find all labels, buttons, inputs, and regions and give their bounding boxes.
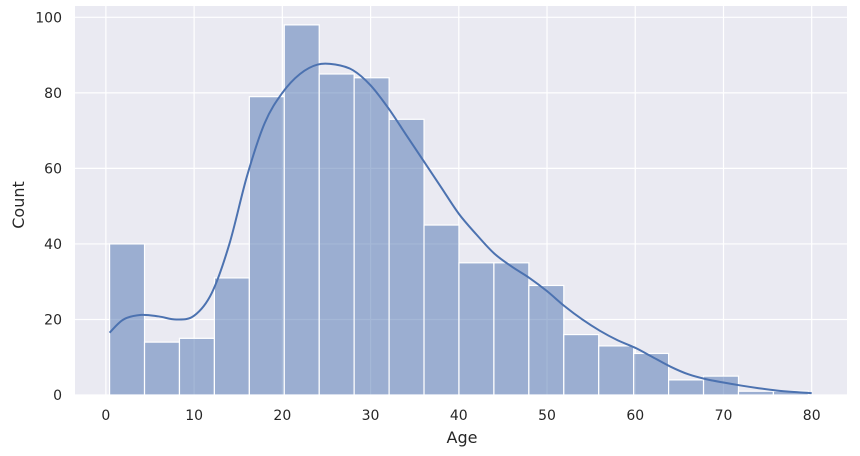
histogram-bars xyxy=(108,24,809,396)
histogram-bar xyxy=(108,243,146,396)
y-tick-label: 80 xyxy=(44,86,62,102)
histogram-bar xyxy=(528,284,565,396)
histogram-bar xyxy=(213,277,250,396)
histogram-bar xyxy=(178,337,216,396)
x-tick-label: 20 xyxy=(273,408,291,424)
x-tick-label: 60 xyxy=(626,408,644,424)
y-axis-tick-labels: 0 20 40 60 80 100 xyxy=(35,10,62,404)
x-axis-title: Age xyxy=(447,428,478,447)
histogram-bar xyxy=(563,333,600,396)
histogram-bar xyxy=(388,118,425,396)
x-axis-tick-labels: 0 10 20 30 40 50 60 70 80 xyxy=(101,408,820,424)
histogram-bar xyxy=(143,341,181,396)
y-tick-label: 100 xyxy=(35,10,62,26)
histogram-bar xyxy=(283,24,320,396)
x-tick-label: 0 xyxy=(101,408,110,424)
x-tick-label: 40 xyxy=(450,408,468,424)
y-axis-title: Count xyxy=(9,181,28,229)
histogram-bar xyxy=(668,379,705,396)
histogram-bar xyxy=(248,96,285,396)
kde-curve xyxy=(108,62,812,395)
x-tick-label: 10 xyxy=(185,408,203,424)
histogram-bar xyxy=(423,224,460,396)
x-tick-label: 30 xyxy=(362,408,380,424)
x-tick-label: 70 xyxy=(715,408,733,424)
y-tick-label: 20 xyxy=(44,312,62,328)
histogram-bar xyxy=(493,262,530,396)
histogram-bar xyxy=(598,345,635,396)
x-tick-label: 80 xyxy=(803,408,821,424)
histogram-bar xyxy=(737,390,775,396)
y-tick-label: 60 xyxy=(44,161,62,177)
y-tick-label: 40 xyxy=(44,237,62,253)
histogram-bar xyxy=(633,352,670,396)
histogram-bar xyxy=(353,77,390,396)
histogram-bar xyxy=(458,262,495,396)
y-tick-label: 0 xyxy=(53,388,62,404)
x-tick-label: 50 xyxy=(538,408,556,424)
histogram-bar xyxy=(318,73,355,396)
